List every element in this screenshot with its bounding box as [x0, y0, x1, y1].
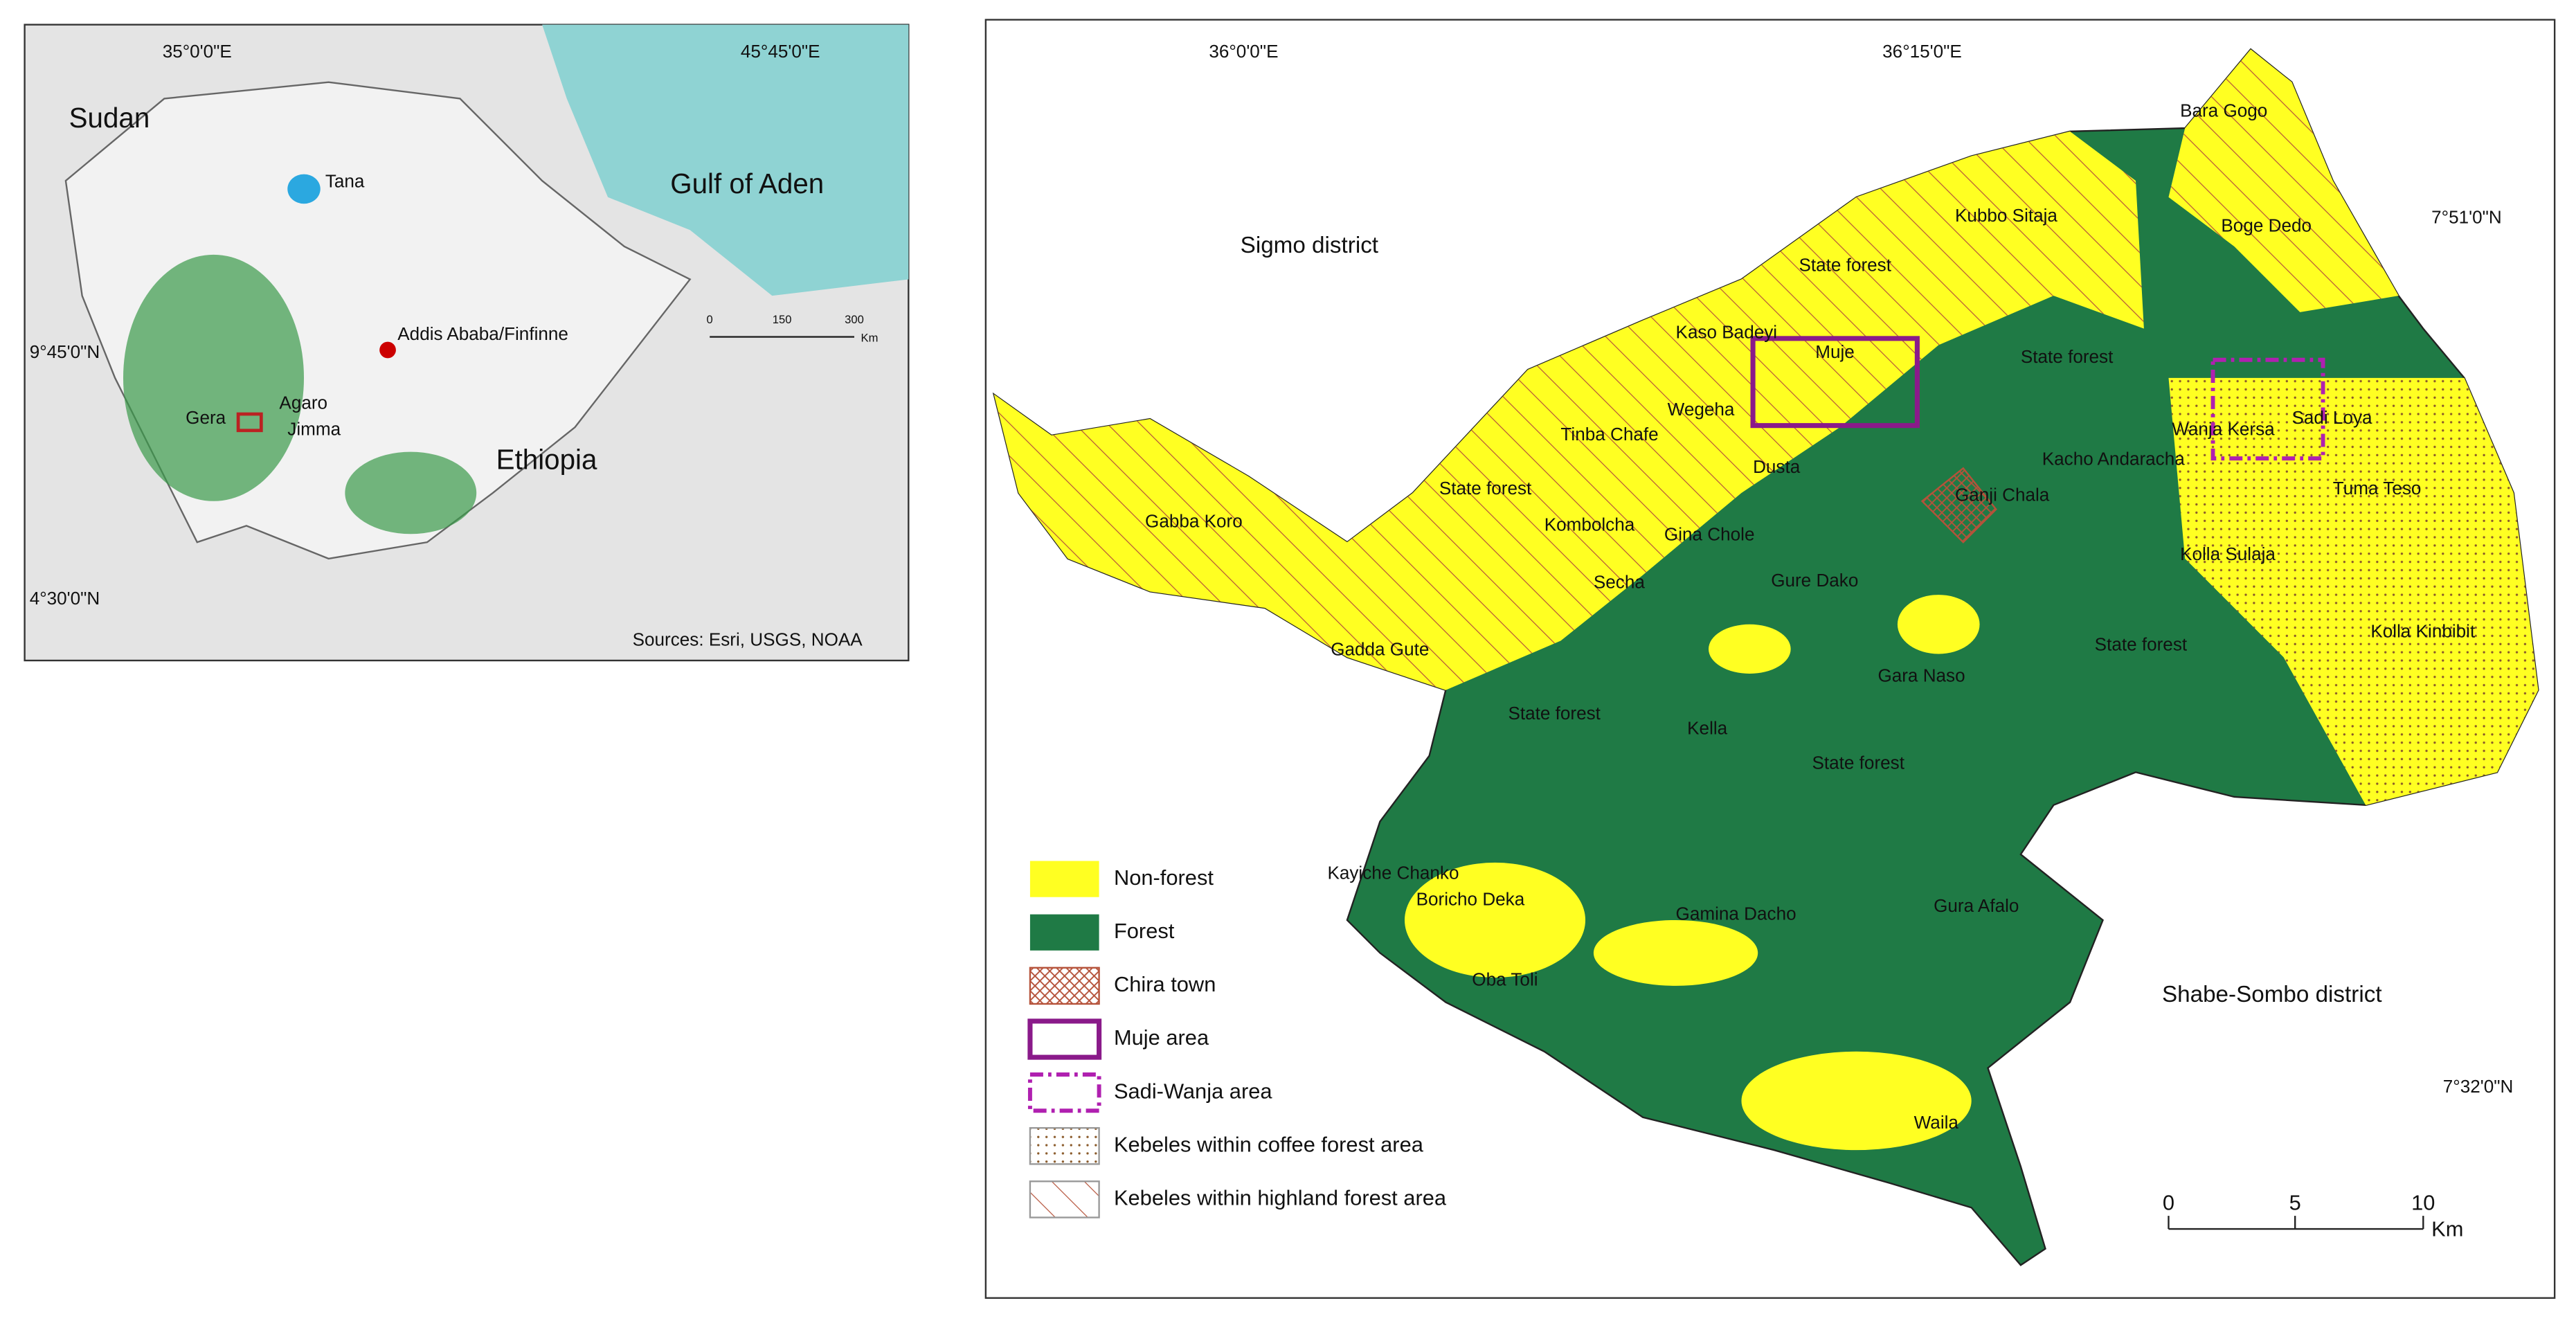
label: 150	[773, 313, 792, 326]
study-area	[236, 412, 263, 433]
label: Gadda Gute	[1331, 639, 1429, 660]
label: Tana	[325, 170, 365, 191]
label: Oba Toli	[1472, 969, 1538, 990]
label: Addis Ababa/Finfinne	[397, 323, 568, 344]
non-forest	[1897, 595, 1980, 654]
label: Kolla Sulaja	[2180, 543, 2276, 564]
label: 35°0'0"E	[163, 41, 232, 62]
label: Boricho Deka	[1416, 888, 1525, 909]
label: 36°0'0"E	[1209, 41, 1278, 62]
chira-town	[1920, 467, 1997, 543]
label: Gina Chole	[1664, 524, 1755, 545]
label: 10	[2411, 1191, 2435, 1215]
label: Gara Naso	[1877, 665, 1965, 686]
sea	[542, 24, 909, 296]
legend-label: Kebeles within coffee forest area	[1114, 1132, 1424, 1156]
label: 36°15'0"E	[1882, 41, 1962, 62]
label: State forest	[1439, 478, 1532, 498]
label: Boge Dedo	[2221, 215, 2312, 235]
label: Gabba Koro	[1145, 511, 1243, 532]
label: Kella	[1687, 718, 1728, 739]
legend: Non-forest Forest Chira town Muje area Sadi-…	[1027, 861, 1447, 1219]
label: Secha	[1594, 571, 1645, 592]
label: Sigmo district	[1241, 233, 1378, 258]
label: 45°45'0"E	[741, 41, 820, 62]
label: State forest	[1508, 703, 1601, 724]
label: Tinba Chafe	[1560, 424, 1658, 444]
label: 300	[845, 313, 864, 326]
legend-label: Kebeles within highland forest area	[1114, 1186, 1447, 1210]
legend-swatch	[1029, 1126, 1100, 1165]
label: Dusta	[1753, 456, 1801, 477]
label: Wanja Kersa	[2172, 419, 2275, 440]
label: 7°51'0"N	[2431, 207, 2502, 228]
label: Wegeha	[1668, 399, 1735, 420]
label: State forest	[1799, 254, 1892, 275]
legend-swatch	[1029, 861, 1099, 897]
label: Kubbo Sitaja	[1955, 205, 2057, 226]
label: Gera	[186, 407, 226, 428]
label: State forest	[1812, 752, 1905, 773]
label: 7°32'0"N	[2443, 1076, 2514, 1097]
label: Kaso Badeyi	[1676, 322, 1778, 343]
label: Gure Dako	[1771, 570, 1858, 591]
coffee-dots	[2168, 377, 2539, 805]
label: 0	[707, 313, 713, 326]
legend-label: Chira town	[1114, 972, 1216, 996]
legend-swatch	[1027, 1072, 1101, 1113]
inset-map	[24, 24, 910, 662]
label: 0	[2163, 1191, 2174, 1215]
legend-swatch	[1029, 967, 1100, 1005]
label: Waila	[1914, 1112, 1959, 1133]
label: Muje	[1815, 341, 1855, 362]
label: Kolla Kinbibit	[2370, 621, 2476, 642]
non-forest	[1404, 862, 1586, 978]
label: 9°45'0"N	[30, 341, 100, 362]
label: 4°30'0"N	[30, 588, 100, 609]
label: Ganji Chala	[1955, 485, 2050, 505]
label: Kombolcha	[1544, 514, 1635, 534]
sadi-wanja-area	[2210, 357, 2325, 461]
label: Km	[861, 331, 878, 344]
legend-label: Muje area	[1114, 1025, 1209, 1050]
non-forest	[1741, 1051, 1972, 1151]
legend-label: Non-forest	[1114, 865, 1214, 890]
muje-area	[1750, 336, 1920, 429]
label: Gamina Dacho	[1676, 904, 1796, 924]
non-forest	[1593, 919, 1758, 986]
non-forest	[1709, 624, 1791, 674]
highland-hatch	[993, 131, 2144, 690]
legend-swatch	[1027, 1018, 1102, 1060]
capital-marker	[379, 341, 396, 359]
label: Kacho Andaracha	[2042, 448, 2185, 469]
lake-tana	[287, 174, 321, 204]
highland-hatch	[2168, 49, 2399, 312]
label: Shabe-Sombo district	[2162, 982, 2382, 1007]
label: Gulf of Aden	[670, 168, 824, 199]
label: Sources: Esri, USGS, NOAA	[633, 629, 863, 649]
legend-swatch	[1029, 1180, 1100, 1219]
label: State forest	[2021, 346, 2114, 367]
label: Tuma Teso	[2333, 478, 2422, 498]
label: Kayiche Chanko	[1327, 862, 1459, 883]
main-map	[984, 19, 2556, 1299]
label: Sadi Loya	[2291, 407, 2372, 428]
label: Km	[2431, 1217, 2463, 1241]
label: Sudan	[69, 102, 150, 134]
label: Agaro	[279, 393, 327, 413]
label: Ethiopia	[496, 444, 597, 476]
legend-label: Sadi-Wanja area	[1114, 1079, 1272, 1103]
legend-label: Forest	[1114, 919, 1175, 943]
label: 5	[2289, 1191, 2301, 1215]
label: Jimma	[287, 419, 341, 440]
highland	[345, 451, 477, 534]
label: State forest	[2095, 634, 2188, 655]
label: Gura Afalo	[1934, 895, 2019, 916]
highland	[123, 254, 305, 501]
label: Bara Gogo	[2180, 100, 2267, 120]
legend-swatch	[1029, 914, 1099, 951]
